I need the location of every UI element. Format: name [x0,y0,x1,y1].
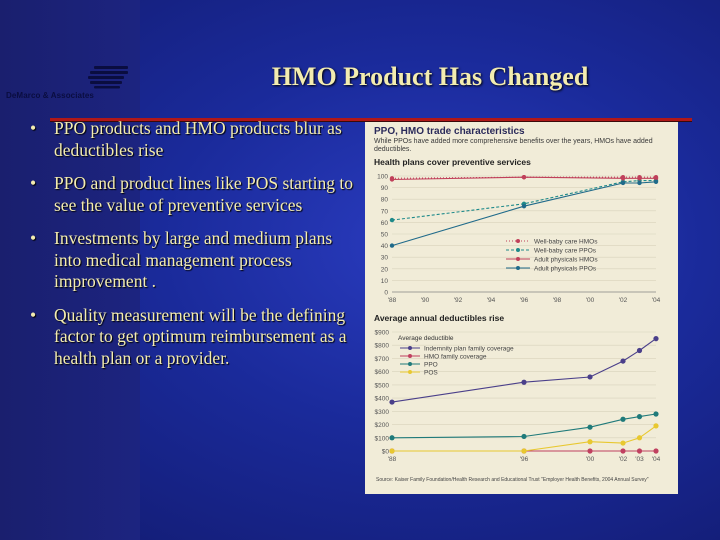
figure-title: PPO, HMO trade characteristics [374,126,525,137]
chart1-title: Health plans cover preventive services [374,157,531,167]
bullet-icon: • [30,228,37,248]
title-divider [50,118,692,121]
bullet-list: • PPO products and HMO products blur as d… [28,118,358,381]
bullet-item: • PPO products and HMO products blur as d… [28,118,358,161]
logo-text: DeMarco & Associates [6,91,94,100]
figure-panel [365,122,678,494]
slide-title: HMO Product Has Changed [271,62,589,91]
bullet-text: Investments by large and medium plans in… [54,228,333,291]
figure-source: Source: Kaiser Family Foundation/Health … [376,477,649,483]
bullet-text: Quality measurement will be the defining… [54,304,347,368]
chart2-title: Average annual deductibles rise [374,313,505,323]
bullet-item: • Quality measurement will be the definin… [28,305,358,370]
bullet-item: • PPO and product lines like POS starting… [28,173,358,216]
figure-subtitle: While PPOs have added more comprehensive… [374,138,653,153]
logo-icon [88,66,128,89]
bullet-item: • Investments by large and medium plans i… [28,228,358,293]
bullet-text: PPO products and HMO products blur as de… [54,118,342,160]
left-panel [0,0,140,540]
bullet-icon: • [30,118,37,138]
bullet-text: PPO and product lines like POS starting … [54,173,353,215]
bullet-icon: • [30,304,37,325]
bullet-icon: • [30,173,37,193]
